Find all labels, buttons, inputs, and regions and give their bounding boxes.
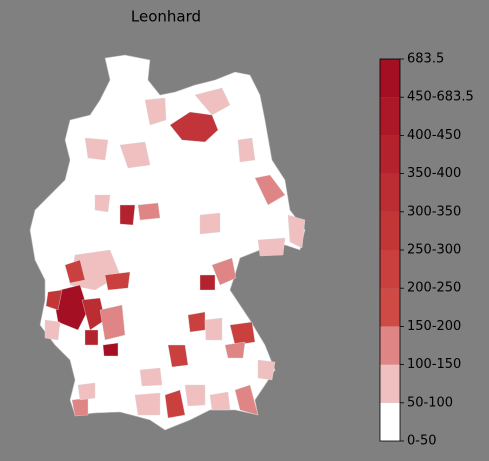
- district: [187, 311, 206, 333]
- colorbar-segment: [380, 97, 400, 136]
- colorbar-label: 300-350: [407, 204, 461, 219]
- colorbar-label: 0-50: [407, 434, 437, 449]
- colorbar-label: 250-300: [407, 243, 461, 258]
- district: [144, 97, 167, 126]
- colorbar-segment: [380, 173, 400, 212]
- district: [77, 382, 96, 401]
- district: [257, 237, 286, 257]
- colorbar-segment: [380, 135, 400, 174]
- district: [167, 344, 189, 368]
- district: [139, 367, 163, 387]
- district: [44, 319, 61, 341]
- colorbar-segment: [380, 211, 400, 250]
- colorbar-label: 50-100: [407, 395, 453, 410]
- district: [184, 384, 206, 407]
- district: [209, 391, 231, 411]
- district: [287, 214, 306, 249]
- district-shading: [44, 87, 306, 419]
- district: [224, 341, 246, 359]
- district: [204, 317, 223, 341]
- district: [45, 289, 63, 311]
- district: [99, 304, 126, 341]
- colorbar-label: 150-200: [407, 319, 461, 334]
- district: [164, 389, 186, 419]
- district: [194, 87, 231, 116]
- district: [234, 384, 259, 416]
- colorbar-segment: [380, 250, 400, 289]
- district: [84, 137, 109, 161]
- district: [134, 392, 161, 416]
- map-title: Leonhard: [131, 8, 201, 26]
- colorbar-label: 350-400: [407, 166, 461, 181]
- colorbar: 683.5 450-683.5 400-450 350-400 300-350 250-3…: [379, 52, 474, 449]
- district: [104, 271, 131, 291]
- colorbar-segment: [380, 288, 400, 327]
- district: [254, 174, 286, 206]
- district: [119, 204, 136, 226]
- district: [257, 359, 276, 381]
- colorbar-segment: [380, 402, 400, 441]
- colorbar-segment: [380, 326, 400, 365]
- district: [137, 202, 161, 221]
- district: [169, 111, 219, 143]
- district: [64, 259, 86, 284]
- colorbar-label: 200-250: [407, 281, 461, 296]
- district: [199, 212, 221, 235]
- district: [94, 194, 111, 213]
- district: [102, 342, 119, 357]
- germany-map: [29, 54, 306, 431]
- district: [237, 137, 256, 163]
- colorbar-label: 100-150: [407, 357, 461, 372]
- district: [119, 141, 151, 169]
- district: [199, 274, 216, 291]
- district: [211, 257, 237, 286]
- district: [84, 329, 99, 346]
- district: [229, 321, 256, 346]
- colorbar-label: 450-683.5: [407, 90, 474, 105]
- colorbar-segment: [380, 364, 400, 403]
- district: [71, 397, 89, 417]
- colorbar-label: 400-450: [407, 128, 461, 143]
- colorbar-label: 683.5: [407, 52, 444, 67]
- colorbar-segment: [380, 59, 400, 98]
